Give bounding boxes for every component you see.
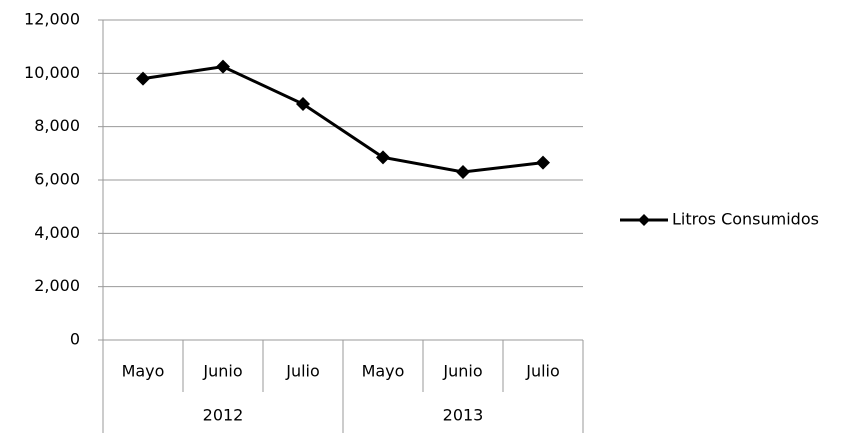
data-point (536, 155, 550, 170)
data-point (136, 71, 150, 86)
x-tick-label: Julio (525, 362, 560, 381)
series-line (142, 65, 544, 174)
data-point (376, 150, 390, 165)
x-tick-label: Junio (202, 362, 242, 381)
data-point (216, 59, 230, 74)
legend-label: Litros Consumidos (672, 210, 819, 229)
data-point (456, 165, 470, 179)
legend-marker (638, 214, 650, 226)
y-tick-label: 10,000 (24, 63, 80, 82)
y-tick-label: 6,000 (34, 170, 80, 189)
y-tick-label: 2,000 (34, 276, 80, 295)
data-point (296, 97, 310, 111)
y-tick-label: 8,000 (34, 116, 80, 135)
group-label: 2013 (443, 406, 484, 425)
x-tick-label: Junio (442, 362, 482, 381)
y-tick-label: 12,000 (24, 10, 80, 29)
x-tick-label: Mayo (362, 362, 405, 381)
x-tick-label: Julio (285, 362, 320, 381)
x-tick-label: Mayo (122, 362, 165, 381)
y-tick-label: 4,000 (34, 223, 80, 242)
group-label: 2012 (203, 406, 244, 425)
y-tick-label: 0 (70, 330, 80, 349)
